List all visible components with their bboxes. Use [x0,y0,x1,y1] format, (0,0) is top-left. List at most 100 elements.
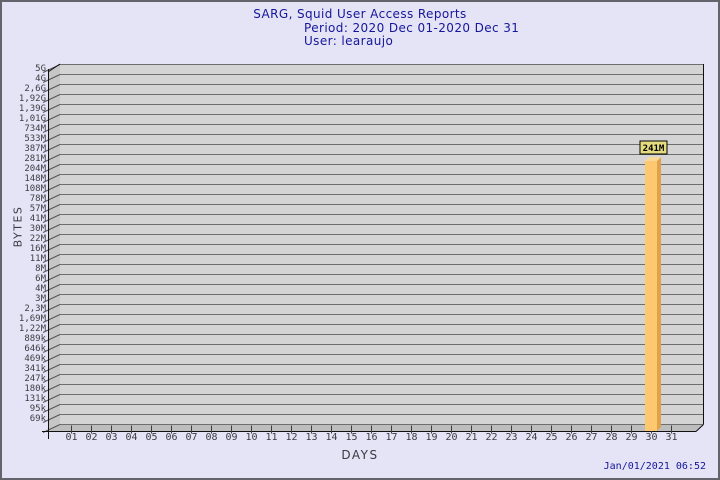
x-tick-label: 13 [305,432,317,443]
y-tick-mark [42,164,61,173]
y-tick-label: 646k [24,344,46,354]
y-tick-mark [42,314,61,323]
x-tick-label: 25 [545,432,557,443]
chart-title: SARG, Squid User Access Reports [253,7,467,21]
x-tick-label: 03 [105,432,117,443]
y-tick-label: 6M [35,274,46,284]
y-tick-label: 148M [24,174,46,184]
y-tick-label: 469k [24,354,46,364]
x-tick-label: 17 [385,432,397,443]
bar-side-face [657,157,661,431]
x-tick-label: 09 [225,432,237,443]
y-tick-mark [42,364,61,373]
y-tick-label: 281M [24,154,46,164]
y-tick-label: 4G [35,74,46,84]
y-tick-label: 69k [30,414,47,424]
y-tick-mark [42,224,61,233]
y-tick-mark [42,354,61,363]
y-tick-label: 5G [35,64,46,74]
x-tick-label: 02 [85,432,97,443]
x-tick-label: 30 [645,432,657,443]
y-tick-mark [42,404,61,413]
y-tick-mark [42,384,61,393]
x-tick-label: 24 [525,432,537,443]
y-tick-label: 41M [30,214,47,224]
x-tick-label: 10 [245,432,257,443]
y-tick-mark [42,284,61,293]
x-tick-label: 19 [425,432,437,443]
y-tick-label: 204M [24,164,46,174]
bar-top-face [645,157,661,161]
y-tick-label: 247k [24,374,46,384]
y-tick-mark [42,74,61,83]
x-tick-label: 20 [445,432,457,443]
x-tick-label: 28 [605,432,617,443]
y-tick-mark [42,204,61,213]
y-tick-mark [42,324,61,333]
y-tick-mark [42,84,61,93]
y-tick-mark [42,234,61,243]
x-tick-label: 11 [265,432,277,443]
y-tick-label: 1,39G [19,104,46,114]
x-tick-label: 07 [185,432,197,443]
y-tick-mark [42,304,61,313]
x-tick-label: 14 [325,432,337,443]
x-tick-label: 29 [625,432,637,443]
x-tick-label: 15 [345,432,357,443]
y-tick-label: 1,01G [19,114,46,124]
y-tick-mark [42,244,61,253]
x-tick-label: 05 [145,432,157,443]
y-tick-mark [42,214,61,223]
y-tick-label: 734M [24,124,46,134]
y-tick-mark [42,254,61,263]
y-tick-label: 2,6G [24,84,46,94]
y-tick-mark [42,124,61,133]
x-tick-label: 26 [565,432,577,443]
y-tick-mark [42,174,61,183]
y-tick-label: 108M [24,184,46,194]
bar-day-30 [645,161,657,431]
x-tick-label: 12 [285,432,297,443]
y-tick-label: 95k [30,404,47,414]
y-tick-label: 16M [30,244,47,254]
y-tick-mark [42,114,61,123]
y-tick-label: 8M [35,264,46,274]
y-tick-mark [42,134,61,143]
y-tick-label: 889k [24,334,46,344]
y-tick-label: 2,3M [24,304,46,314]
y-tick-mark [42,104,61,113]
x-tick-label: 22 [485,432,497,443]
y-tick-label: 30M [30,224,47,234]
x-tick-label: 06 [165,432,177,443]
report-timestamp: Jan/01/2021 06:52 [603,461,706,472]
y-tick-label: 78M [30,194,47,204]
y-tick-mark [42,184,61,193]
y-tick-label: 22M [30,234,47,244]
x-tick-label: 31 [665,432,677,443]
y-tick-label: 131k [24,394,46,404]
y-tick-label: 1,69M [19,314,47,324]
floor-3d [48,424,704,432]
y-tick-mark [42,154,61,163]
y-tick-label: 1,22M [19,324,47,334]
x-tick-label: 08 [205,432,217,443]
wall-top-edge [47,63,61,73]
x-tick-label: 04 [125,432,137,443]
y-tick-mark [42,144,61,153]
y-tick-label: 1,92G [19,94,46,104]
y-tick-mark [42,374,61,383]
y-tick-mark [42,344,61,353]
x-tick-label: 16 [365,432,377,443]
x-tick-label: 23 [505,432,517,443]
bar-value-annotation-box [639,140,668,155]
y-tick-mark [42,264,61,273]
x-tick-label: 18 [405,432,417,443]
y-tick-mark [42,394,61,403]
y-tick-label: 387M [24,144,46,154]
x-axis-title: DAYS [341,448,379,462]
x-tick-label: 27 [585,432,597,443]
chart-period: Period: 2020 Dec 01-2020 Dec 31 [304,21,520,35]
x-tick-label: 21 [465,432,477,443]
